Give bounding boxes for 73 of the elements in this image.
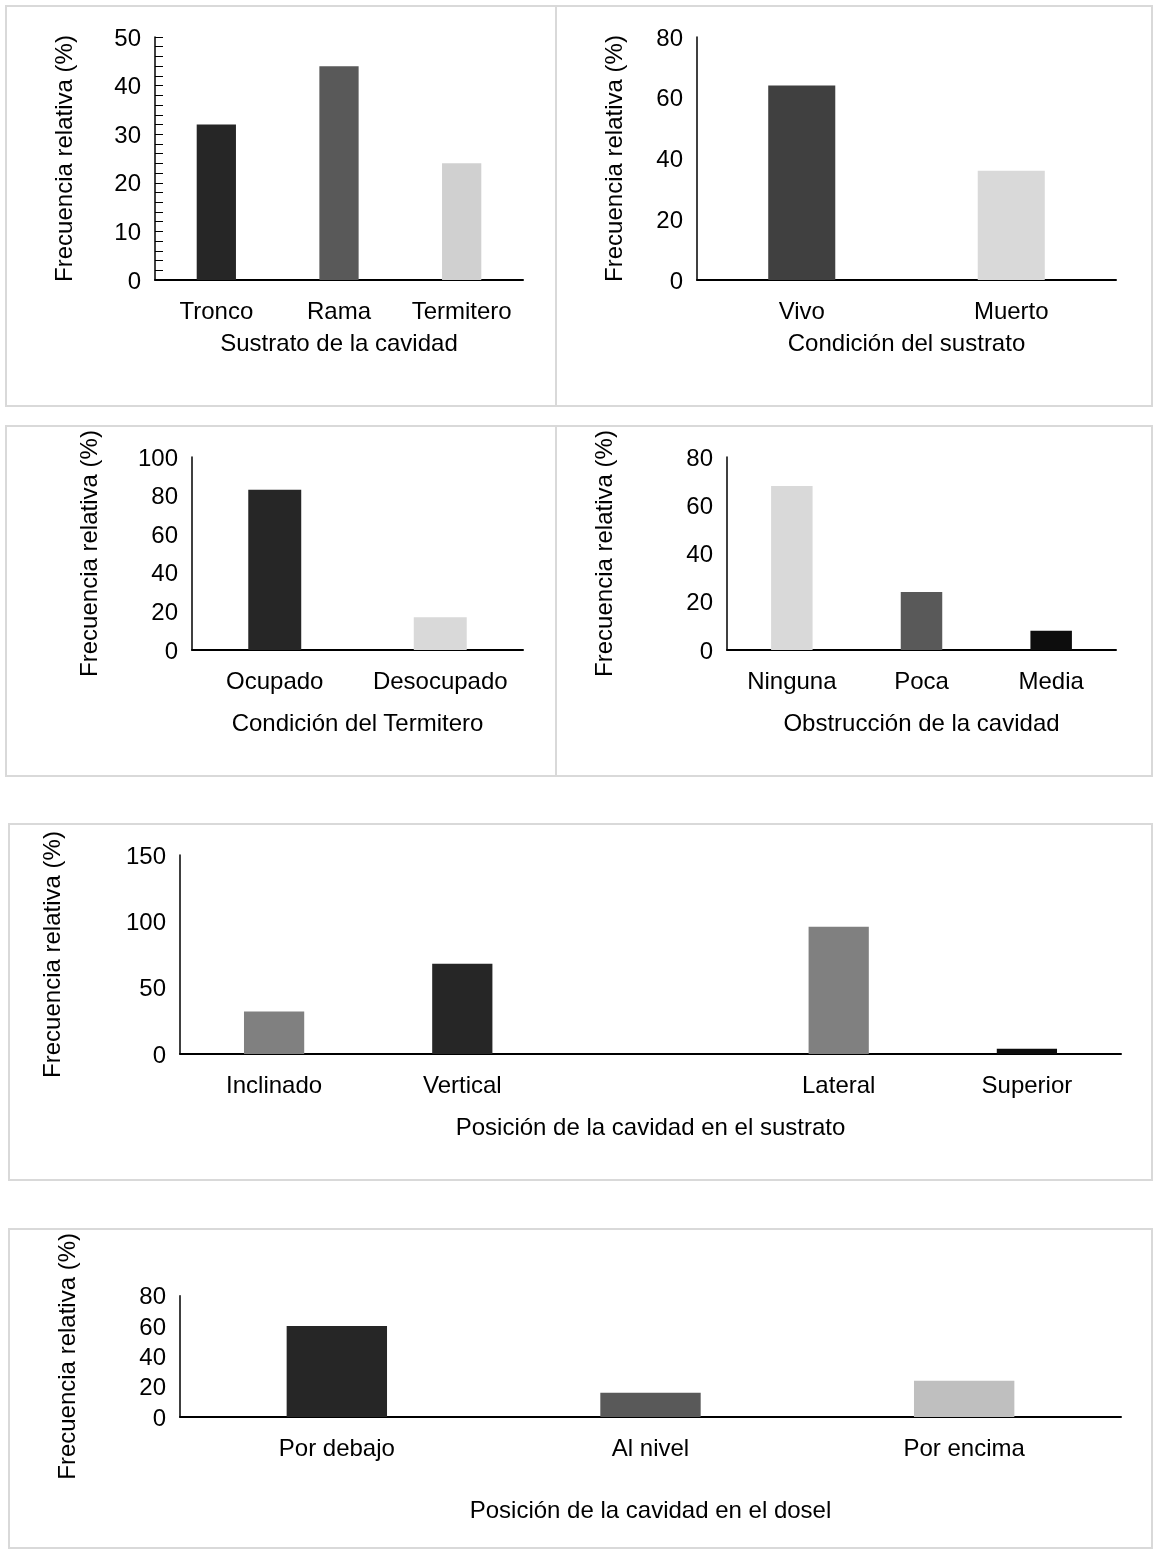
y-axis-title: Frecuencia relativa (%) xyxy=(49,35,77,282)
x-tick-label: Muerto xyxy=(973,296,1049,324)
y-tick-label: 10 xyxy=(114,217,141,245)
x-axis-title: Posición de la cavidad en el dosel xyxy=(469,1495,832,1523)
y-axis-title: Frecuencia relativa (%) xyxy=(589,430,617,677)
y-tick-label: 40 xyxy=(686,540,713,567)
x-tick-label: Vertical xyxy=(422,1070,502,1098)
y-tick-label: 0 xyxy=(152,1403,166,1431)
y-tick-label: 100 xyxy=(125,907,166,935)
x-tick-label: Media xyxy=(1018,666,1085,694)
y-tick-label: 60 xyxy=(151,520,178,548)
y-tick-label: 40 xyxy=(656,145,683,172)
x-tick-label: Ocupado xyxy=(226,666,324,694)
x-axis-title: Condición del sustrato xyxy=(787,328,1026,356)
y-tick-label: 0 xyxy=(127,266,141,294)
y-tick-label: 30 xyxy=(114,120,141,148)
y-tick-label: 20 xyxy=(139,1373,166,1401)
y-tick-label: 20 xyxy=(151,597,178,625)
x-tick-label: Al nivel xyxy=(611,1433,690,1461)
y-axis-title: Frecuencia relativa (%) xyxy=(599,35,627,282)
y-axis-title: Frecuencia relativa (%) xyxy=(74,430,102,677)
y-tick-label: 60 xyxy=(656,84,683,112)
y-tick-label: 80 xyxy=(139,1282,166,1310)
bar xyxy=(286,1326,388,1417)
y-tick-label: 80 xyxy=(686,443,713,471)
y-tick-label: 60 xyxy=(139,1312,166,1340)
y-tick-label: 0 xyxy=(699,636,713,664)
x-tick-label: Ninguna xyxy=(747,666,838,694)
y-tick-label: 20 xyxy=(686,588,713,616)
bar xyxy=(808,926,869,1054)
bar xyxy=(432,963,493,1054)
bar xyxy=(600,1392,701,1417)
y-tick-label: 40 xyxy=(114,72,141,100)
y-tick-label: 50 xyxy=(114,23,141,51)
y-tick-label: 40 xyxy=(151,559,178,587)
y-tick-label: 80 xyxy=(656,23,683,51)
y-axis-title: Frecuencia relativa (%) xyxy=(37,831,65,1078)
y-tick-label: 60 xyxy=(686,491,713,519)
x-axis-title: Posición de la cavidad en el sustrato xyxy=(455,1112,846,1140)
x-axis-title: Sustrato de la cavidad xyxy=(220,328,458,356)
x-tick-label: Superior xyxy=(981,1070,1073,1098)
x-tick-label: Tronco xyxy=(179,296,254,324)
bar xyxy=(913,1380,1015,1417)
x-tick-label: Lateral xyxy=(802,1070,876,1098)
bar xyxy=(442,163,482,280)
x-tick-label: Por debajo xyxy=(278,1433,395,1461)
x-tick-label: Termitero xyxy=(411,296,512,324)
y-tick-label: 0 xyxy=(152,1040,166,1068)
x-tick-label: Rama xyxy=(306,296,372,324)
y-tick-label: 50 xyxy=(139,974,166,1002)
x-axis-title: Obstrucción de la cavidad xyxy=(783,708,1060,736)
bar xyxy=(243,1011,305,1054)
bar xyxy=(196,124,236,280)
y-tick-label: 0 xyxy=(164,636,178,664)
y-tick-label: 40 xyxy=(139,1342,166,1370)
x-tick-label: Poca xyxy=(894,666,950,694)
bar xyxy=(996,1048,1058,1054)
y-axis-title: Frecuencia relativa (%) xyxy=(52,1233,80,1480)
y-tick-label: 80 xyxy=(151,482,178,510)
bar xyxy=(900,592,943,650)
bar xyxy=(1030,630,1072,650)
y-tick-label: 20 xyxy=(656,205,683,233)
y-tick-label: 150 xyxy=(125,841,166,869)
x-tick-label: Inclinado xyxy=(226,1070,323,1098)
bar xyxy=(319,66,359,280)
y-tick-label: 100 xyxy=(137,443,178,471)
x-tick-label: Vivo xyxy=(778,296,825,324)
y-tick-label: 0 xyxy=(669,266,683,294)
y-tick-label: 20 xyxy=(114,169,141,197)
x-axis-title: Condición del Termitero xyxy=(231,708,484,736)
x-tick-label: Desocupado xyxy=(372,666,508,694)
bar xyxy=(771,485,813,650)
x-tick-label: Por encima xyxy=(903,1433,1026,1461)
